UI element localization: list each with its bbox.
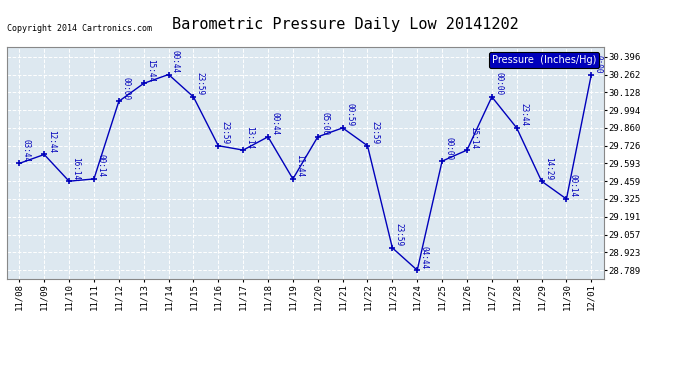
Text: 00:00: 00:00 [121,77,130,100]
Text: 00:44: 00:44 [270,112,279,135]
Text: 23:59: 23:59 [395,224,404,246]
Text: 03:44: 03:44 [22,139,31,162]
Text: 05:00: 05:00 [320,112,329,135]
Text: Barometric Pressure Daily Low 20141202: Barometric Pressure Daily Low 20141202 [172,17,518,32]
Text: 12:44: 12:44 [47,130,56,153]
Text: 14:29: 14:29 [544,157,553,180]
Text: 23:59: 23:59 [370,121,379,144]
Text: 13:14: 13:14 [246,126,255,149]
Text: 16:14: 16:14 [72,157,81,180]
Text: 15:14: 15:14 [469,126,478,149]
Text: 23:44: 23:44 [519,104,528,126]
Text: 00:00: 00:00 [444,136,453,160]
Text: 15:44: 15:44 [146,59,155,82]
Text: 00:59: 00:59 [345,104,354,126]
Text: 23:59: 23:59 [196,72,205,96]
Text: 00:14: 00:14 [569,174,578,198]
Text: 0:00: 0:00 [594,55,603,73]
Text: 00:44: 00:44 [171,50,180,73]
Text: 00:14: 00:14 [97,154,106,177]
Text: 11:44: 11:44 [295,154,304,177]
Text: 04:44: 04:44 [420,246,428,269]
Text: 23:59: 23:59 [221,121,230,144]
Legend: Pressure  (Inches/Hg): Pressure (Inches/Hg) [489,52,599,68]
Text: 00:00: 00:00 [494,72,503,96]
Text: Copyright 2014 Cartronics.com: Copyright 2014 Cartronics.com [7,24,152,33]
